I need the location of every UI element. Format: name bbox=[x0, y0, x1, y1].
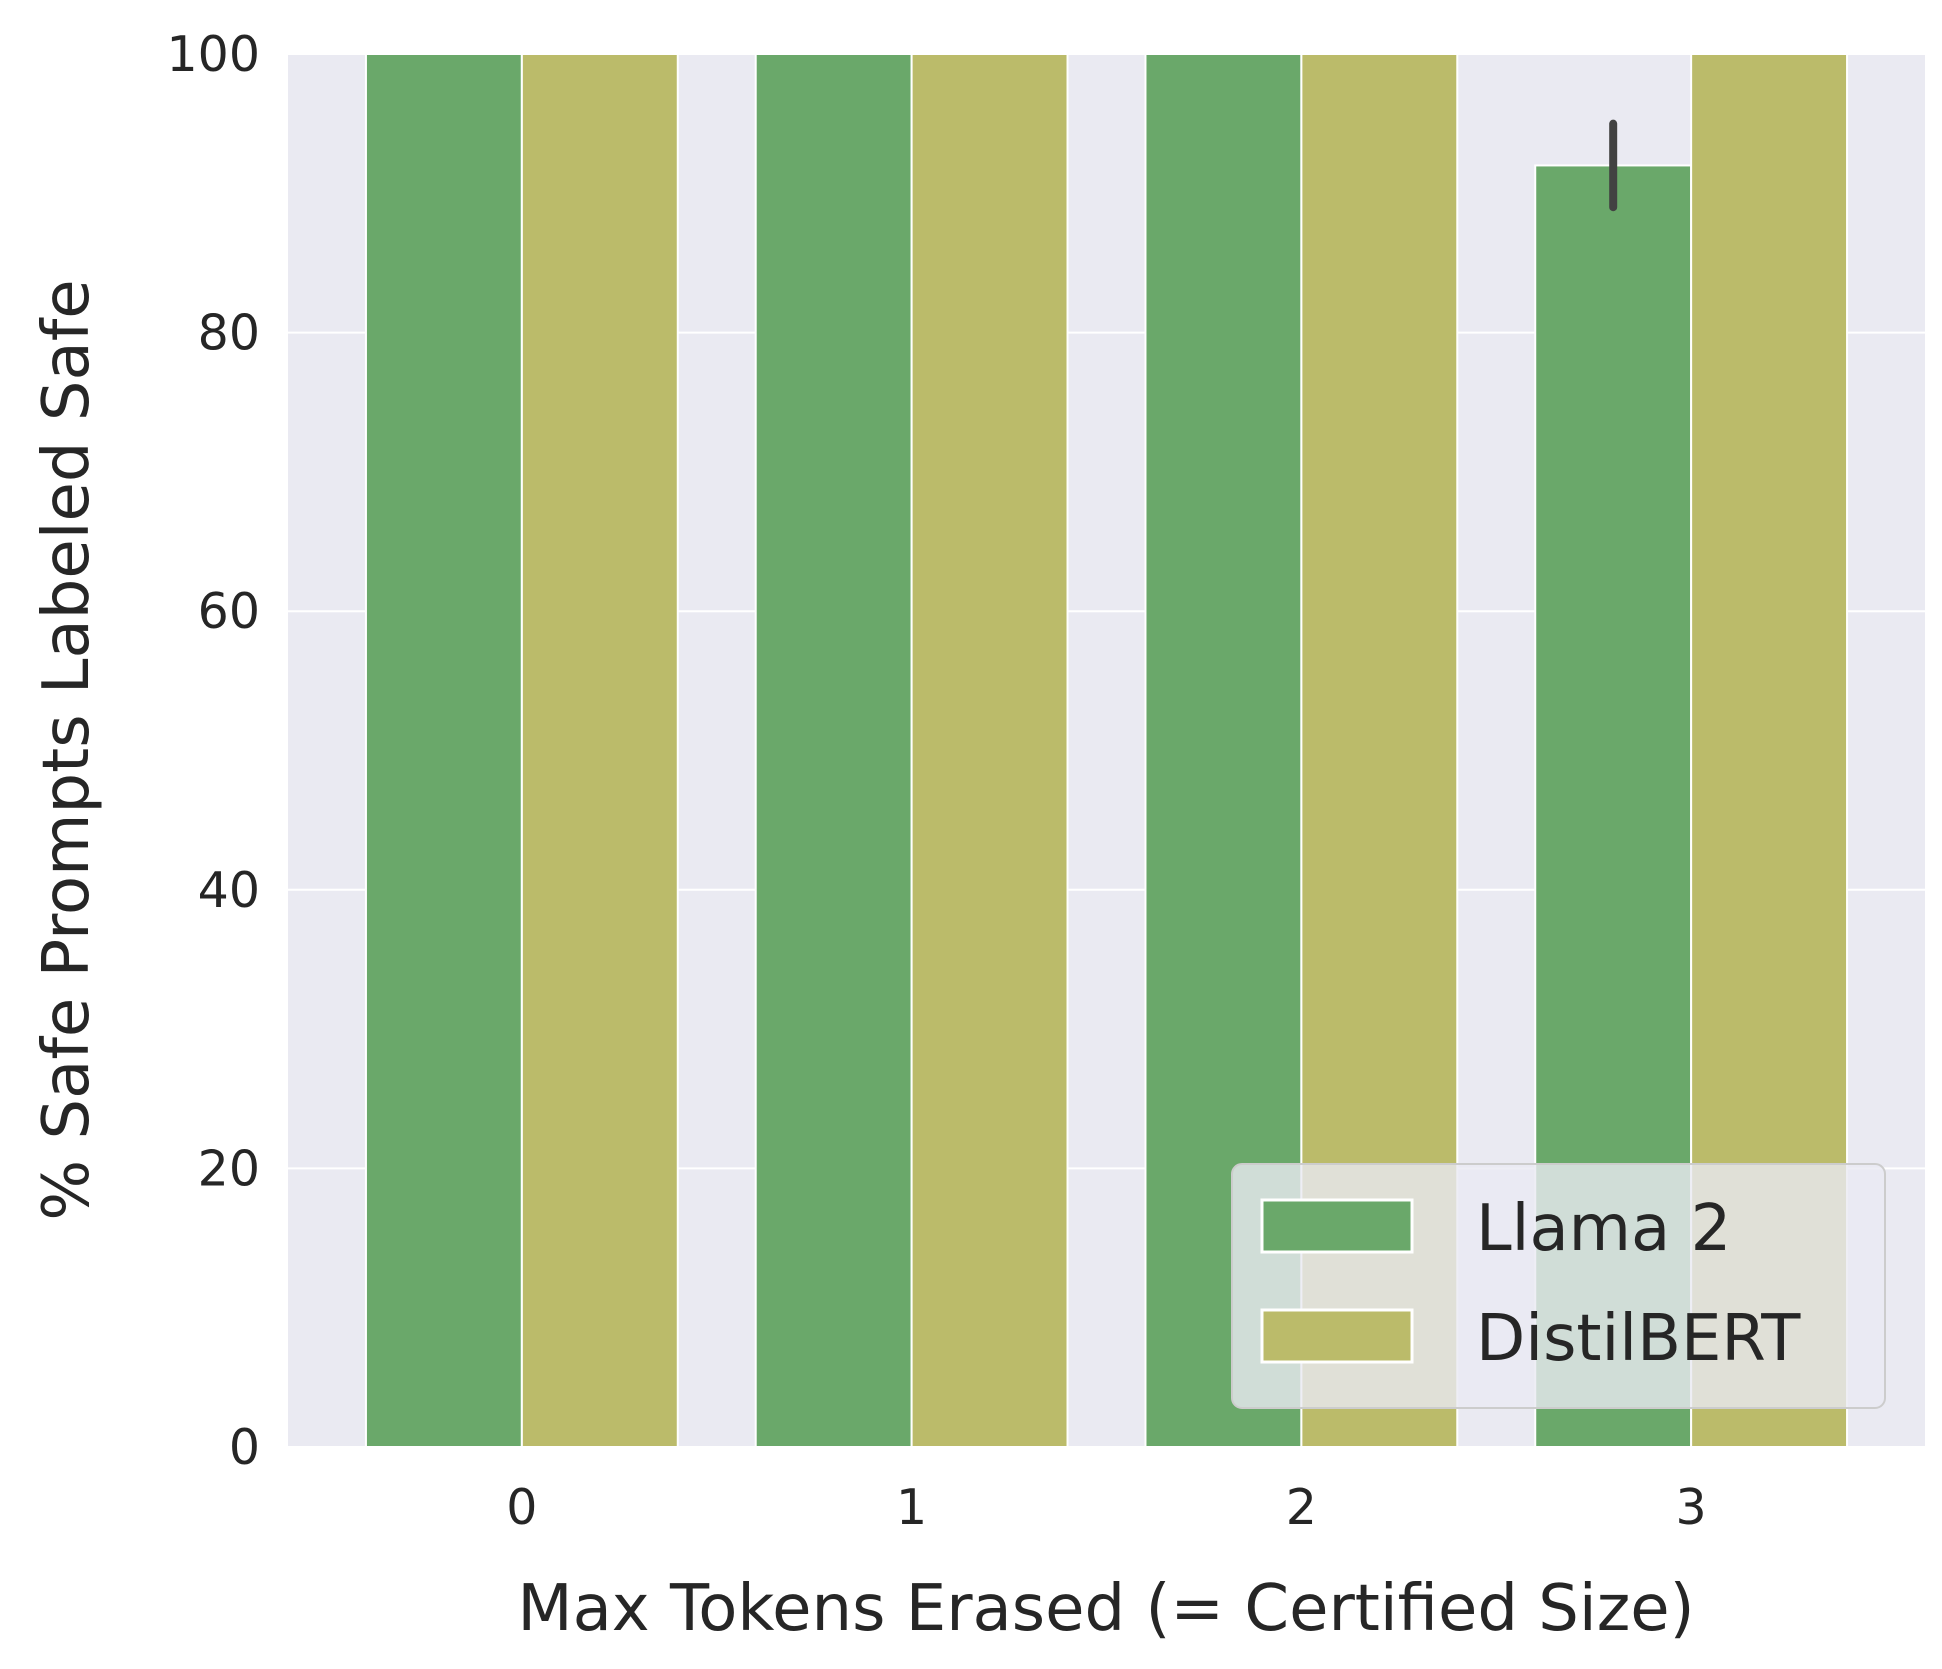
x-tick-label-2: 2 bbox=[1286, 1479, 1317, 1536]
bar-llama-2-0 bbox=[364, 53, 523, 1448]
y-axis-ticks: 0 20 40 60 80 100 bbox=[166, 26, 260, 1476]
y-axis-label: % Safe Prompts Labeled Safe bbox=[30, 279, 104, 1220]
y-tick-label-0: 0 bbox=[229, 1419, 260, 1476]
x-tick-label-3: 3 bbox=[1676, 1479, 1707, 1536]
legend-label-llama-2: Llama 2 bbox=[1476, 1192, 1731, 1266]
legend-swatch-llama-2 bbox=[1260, 1198, 1414, 1254]
x-tick-label-0: 0 bbox=[506, 1479, 537, 1536]
legend-swatch-distilbert bbox=[1260, 1308, 1414, 1364]
bar-llama-2-1 bbox=[754, 53, 913, 1448]
legend-label-distilbert: DistilBERT bbox=[1476, 1302, 1801, 1376]
y-tick-label-100: 100 bbox=[166, 26, 260, 83]
legend: Llama 2 DistilBERT bbox=[1231, 1163, 1886, 1409]
bar-distilbert-0 bbox=[520, 53, 679, 1448]
x-axis-label: Max Tokens Erased (= Certified Size) bbox=[517, 1572, 1694, 1646]
x-tick-label-1: 1 bbox=[896, 1479, 927, 1536]
y-tick-label-40: 40 bbox=[198, 862, 260, 919]
x-axis-ticks: 0 1 2 3 bbox=[506, 1479, 1706, 1536]
y-tick-label-20: 20 bbox=[198, 1140, 260, 1197]
y-tick-label-80: 80 bbox=[198, 305, 260, 362]
bar-distilbert-1 bbox=[910, 53, 1069, 1448]
y-tick-label-60: 60 bbox=[198, 583, 260, 640]
